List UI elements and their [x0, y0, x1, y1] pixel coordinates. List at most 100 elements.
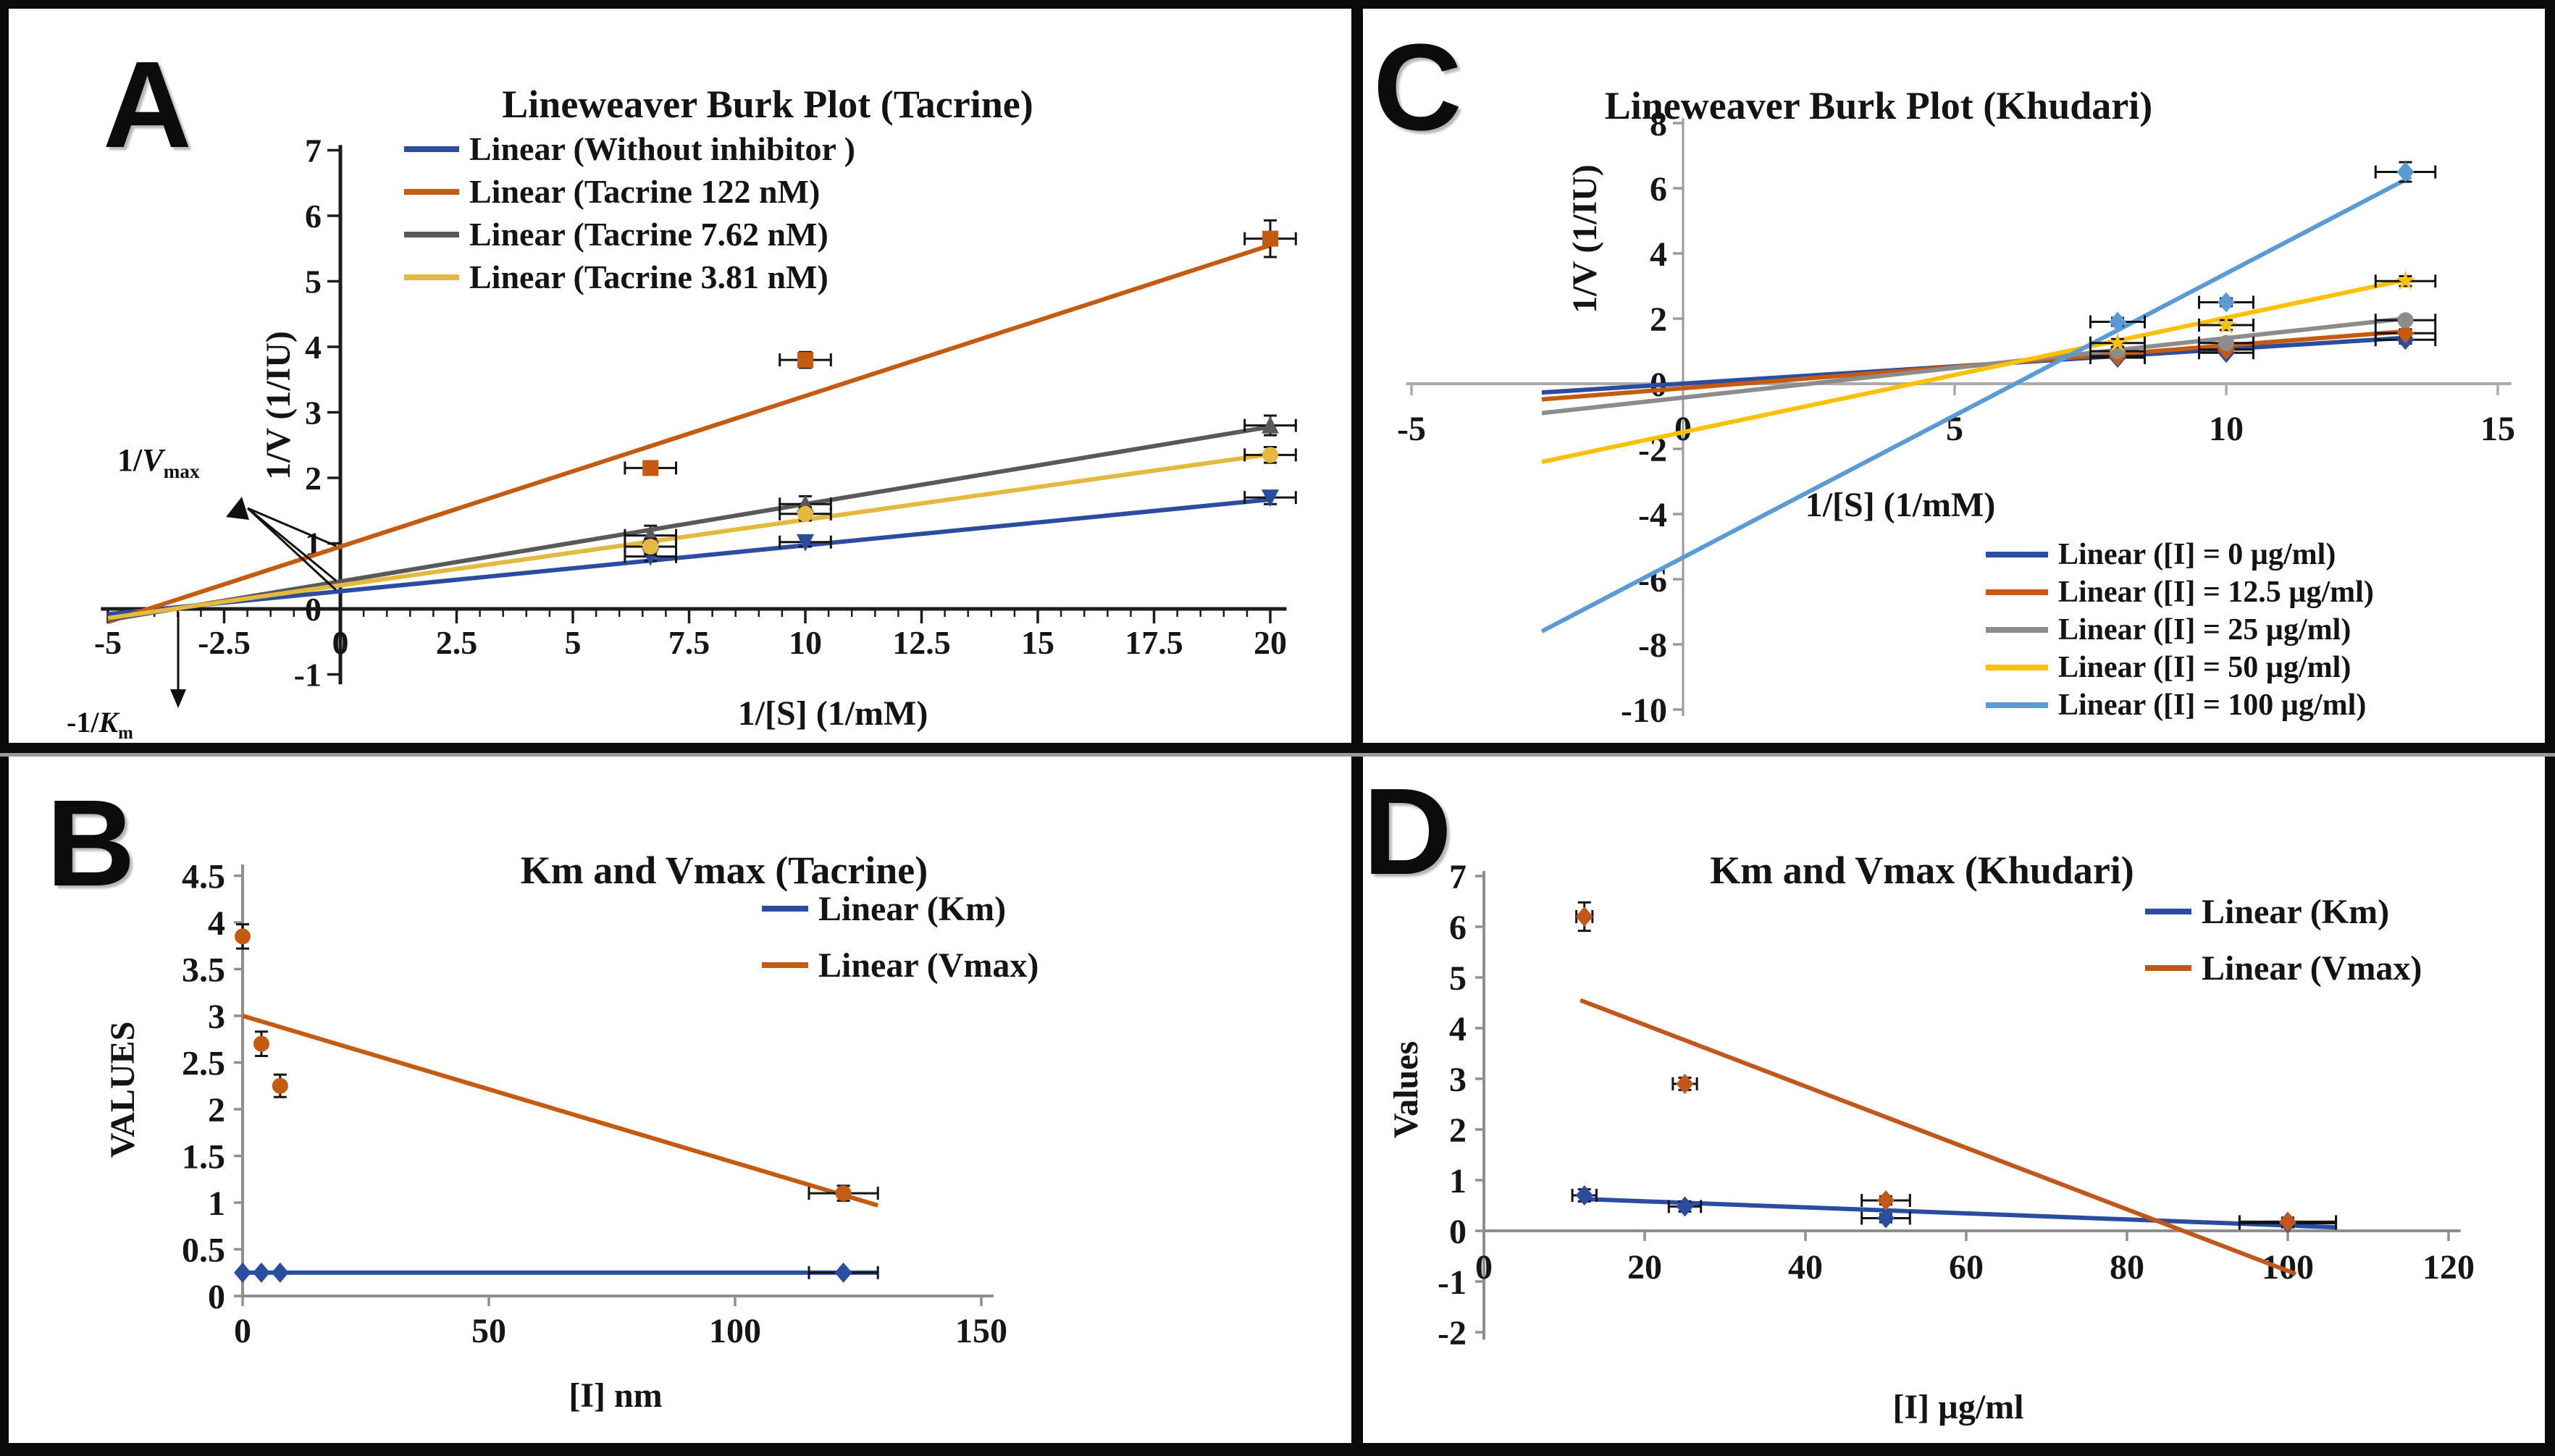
- tick-label: 6: [305, 198, 322, 235]
- tick-label: 80: [2110, 1248, 2144, 1287]
- legend-label: Linear ([I] = 0 µg/ml): [2058, 538, 2336, 571]
- trend-line: [1540, 174, 2412, 634]
- tick-label: 4.5: [182, 857, 225, 896]
- annotation-vmax-pre: 1/: [117, 442, 143, 478]
- tick-label: 0: [332, 624, 349, 661]
- legend-label: Linear ([I] = 25 µg/ml): [2058, 613, 2351, 647]
- data-point: [1262, 230, 1278, 247]
- legend-label: Linear (Without inhibitor ): [469, 130, 855, 167]
- tick-label: 0: [305, 591, 322, 628]
- legend-item: Linear (Vmax): [2145, 940, 2422, 996]
- tick-label: 0: [1449, 1213, 1467, 1251]
- tick-label: -2: [1438, 1314, 1467, 1352]
- trend-line: [1580, 1196, 2336, 1230]
- data-point: [1676, 1074, 1694, 1094]
- x-axis-label: 1/[S] (1/mM): [737, 694, 928, 733]
- data-point: [1575, 906, 1593, 927]
- figure-border-left: [0, 0, 9, 1456]
- tick-label: 4: [208, 904, 225, 943]
- tick-label: 100: [709, 1312, 761, 1350]
- tick-label: 10: [2209, 410, 2244, 448]
- annotation-arrow: [246, 507, 337, 592]
- tick-label: 1.5: [182, 1137, 225, 1176]
- panel-divider-horizontal: [0, 743, 2555, 753]
- legend-item: Linear ([I] = 100 µg/ml): [1986, 686, 2374, 724]
- annotation-vmax: 1/Vmax: [117, 442, 200, 483]
- tick-label: 6: [1650, 170, 1667, 209]
- data-point: [1877, 1208, 1895, 1229]
- legend: Linear (Km) Linear (Vmax): [2145, 883, 2422, 996]
- legend-swatch: [1986, 702, 2048, 708]
- x-axis-label: [I] nm: [569, 1376, 663, 1415]
- tick-label: 15: [1021, 624, 1054, 661]
- data-point: [2107, 332, 2128, 352]
- tick-label: 4: [1650, 235, 1667, 274]
- tick-label: 0.5: [182, 1231, 225, 1269]
- data-point: [2218, 292, 2235, 313]
- annotation-km: -1/Km: [67, 705, 133, 743]
- legend-label: Linear (Km): [2202, 892, 2390, 931]
- legend-label: Linear (Vmax): [818, 946, 1039, 985]
- annotation-vmax-var: V: [142, 442, 164, 478]
- data-point: [2109, 311, 2126, 332]
- data-point: [235, 928, 251, 945]
- annotation-arrowhead: [170, 689, 186, 708]
- trend-line: [107, 452, 1271, 620]
- km-vmax-tacrine-chart: 0 50 100 150 0 0.5 1 1.5 2 2.5 3 3.5 4 4.5: [182, 857, 1007, 1350]
- tick-label: 120: [2422, 1248, 2475, 1287]
- y-axis-label: Values: [1387, 1040, 1425, 1139]
- legend-swatch: [1986, 552, 2048, 557]
- data-point: [1676, 1196, 1694, 1217]
- panel-B: 0 50 100 150 0 0.5 1 1.5 2 2.5 3 3.5 4 4.5 B Km and V…: [9, 753, 1351, 1443]
- tick-label: 4: [1449, 1010, 1467, 1048]
- tick-label: 0: [1475, 1248, 1493, 1287]
- legend-item: Linear (Km): [762, 880, 1039, 937]
- tick-label: 15: [2480, 410, 2515, 448]
- tick-label: 3.5: [182, 951, 225, 989]
- figure-border-top: [0, 0, 2555, 9]
- tick-label: -5: [94, 624, 122, 661]
- tick-label: -10: [1621, 691, 1667, 730]
- tick-label: 4: [305, 329, 322, 366]
- legend-swatch: [2145, 965, 2191, 971]
- data-point: [234, 1262, 251, 1283]
- tick-label: -2.5: [198, 624, 251, 661]
- tick-label: 3: [1449, 1061, 1467, 1099]
- chart-title-tacrine-lb: Lineweaver Burk Plot (Tacrine): [502, 82, 1033, 126]
- chart-title-tacrine-kmvmax: Km and Vmax (Tacrine): [520, 848, 928, 892]
- legend-item: Linear (Tacrine 7.62 nM): [404, 213, 855, 256]
- legend: Linear (Without inhibitor ) Linear (Tacri…: [404, 127, 855, 298]
- legend-item: Linear ([I] = 0 µg/ml): [1986, 536, 2374, 573]
- panel-divider-vertical: [1351, 0, 1363, 1456]
- panel-A: -5 -2.5 0 2.5 5 7.5 10 12.5 15 17.5 20 -1 0 1 2 3 4 5 6 7 A…: [9, 9, 1351, 743]
- tick-label: -1: [1438, 1263, 1467, 1302]
- tick-label: 2: [305, 460, 322, 497]
- tick-label: 2: [1650, 300, 1667, 339]
- tick-label: 2.5: [182, 1044, 225, 1082]
- tick-label: 60: [1949, 1248, 1984, 1287]
- legend-label: Linear (Tacrine 7.62 nM): [469, 216, 828, 253]
- legend-item: Linear (Km): [2145, 883, 2422, 940]
- tick-label: -5: [1397, 410, 1426, 448]
- panel-letter-D: D: [1363, 763, 1452, 901]
- tick-label: 1: [1449, 1162, 1467, 1200]
- legend: Linear ([I] = 0 µg/ml) Linear ([I] = 12.5…: [1986, 536, 2374, 724]
- legend-label: Linear (Tacrine 3.81 nM): [469, 258, 828, 295]
- legend-swatch: [404, 146, 459, 152]
- tick-label: 5: [1449, 959, 1467, 998]
- data-point: [2395, 270, 2416, 290]
- legend-swatch: [2145, 909, 2191, 914]
- tick-label: 7: [1449, 858, 1467, 896]
- panel-letter-B: B: [46, 775, 135, 912]
- legend-swatch: [1986, 627, 2048, 633]
- data-point: [642, 460, 659, 476]
- legend: Linear (Km) Linear (Vmax): [762, 880, 1039, 993]
- legend-item: Linear ([I] = 50 µg/ml): [1986, 649, 2374, 686]
- tick-label: 1: [208, 1184, 225, 1223]
- annotation-km-pre: -1/: [67, 706, 99, 738]
- data-point: [253, 1035, 269, 1052]
- x-axis-label: 1/[S] (1/mM): [1805, 486, 1996, 524]
